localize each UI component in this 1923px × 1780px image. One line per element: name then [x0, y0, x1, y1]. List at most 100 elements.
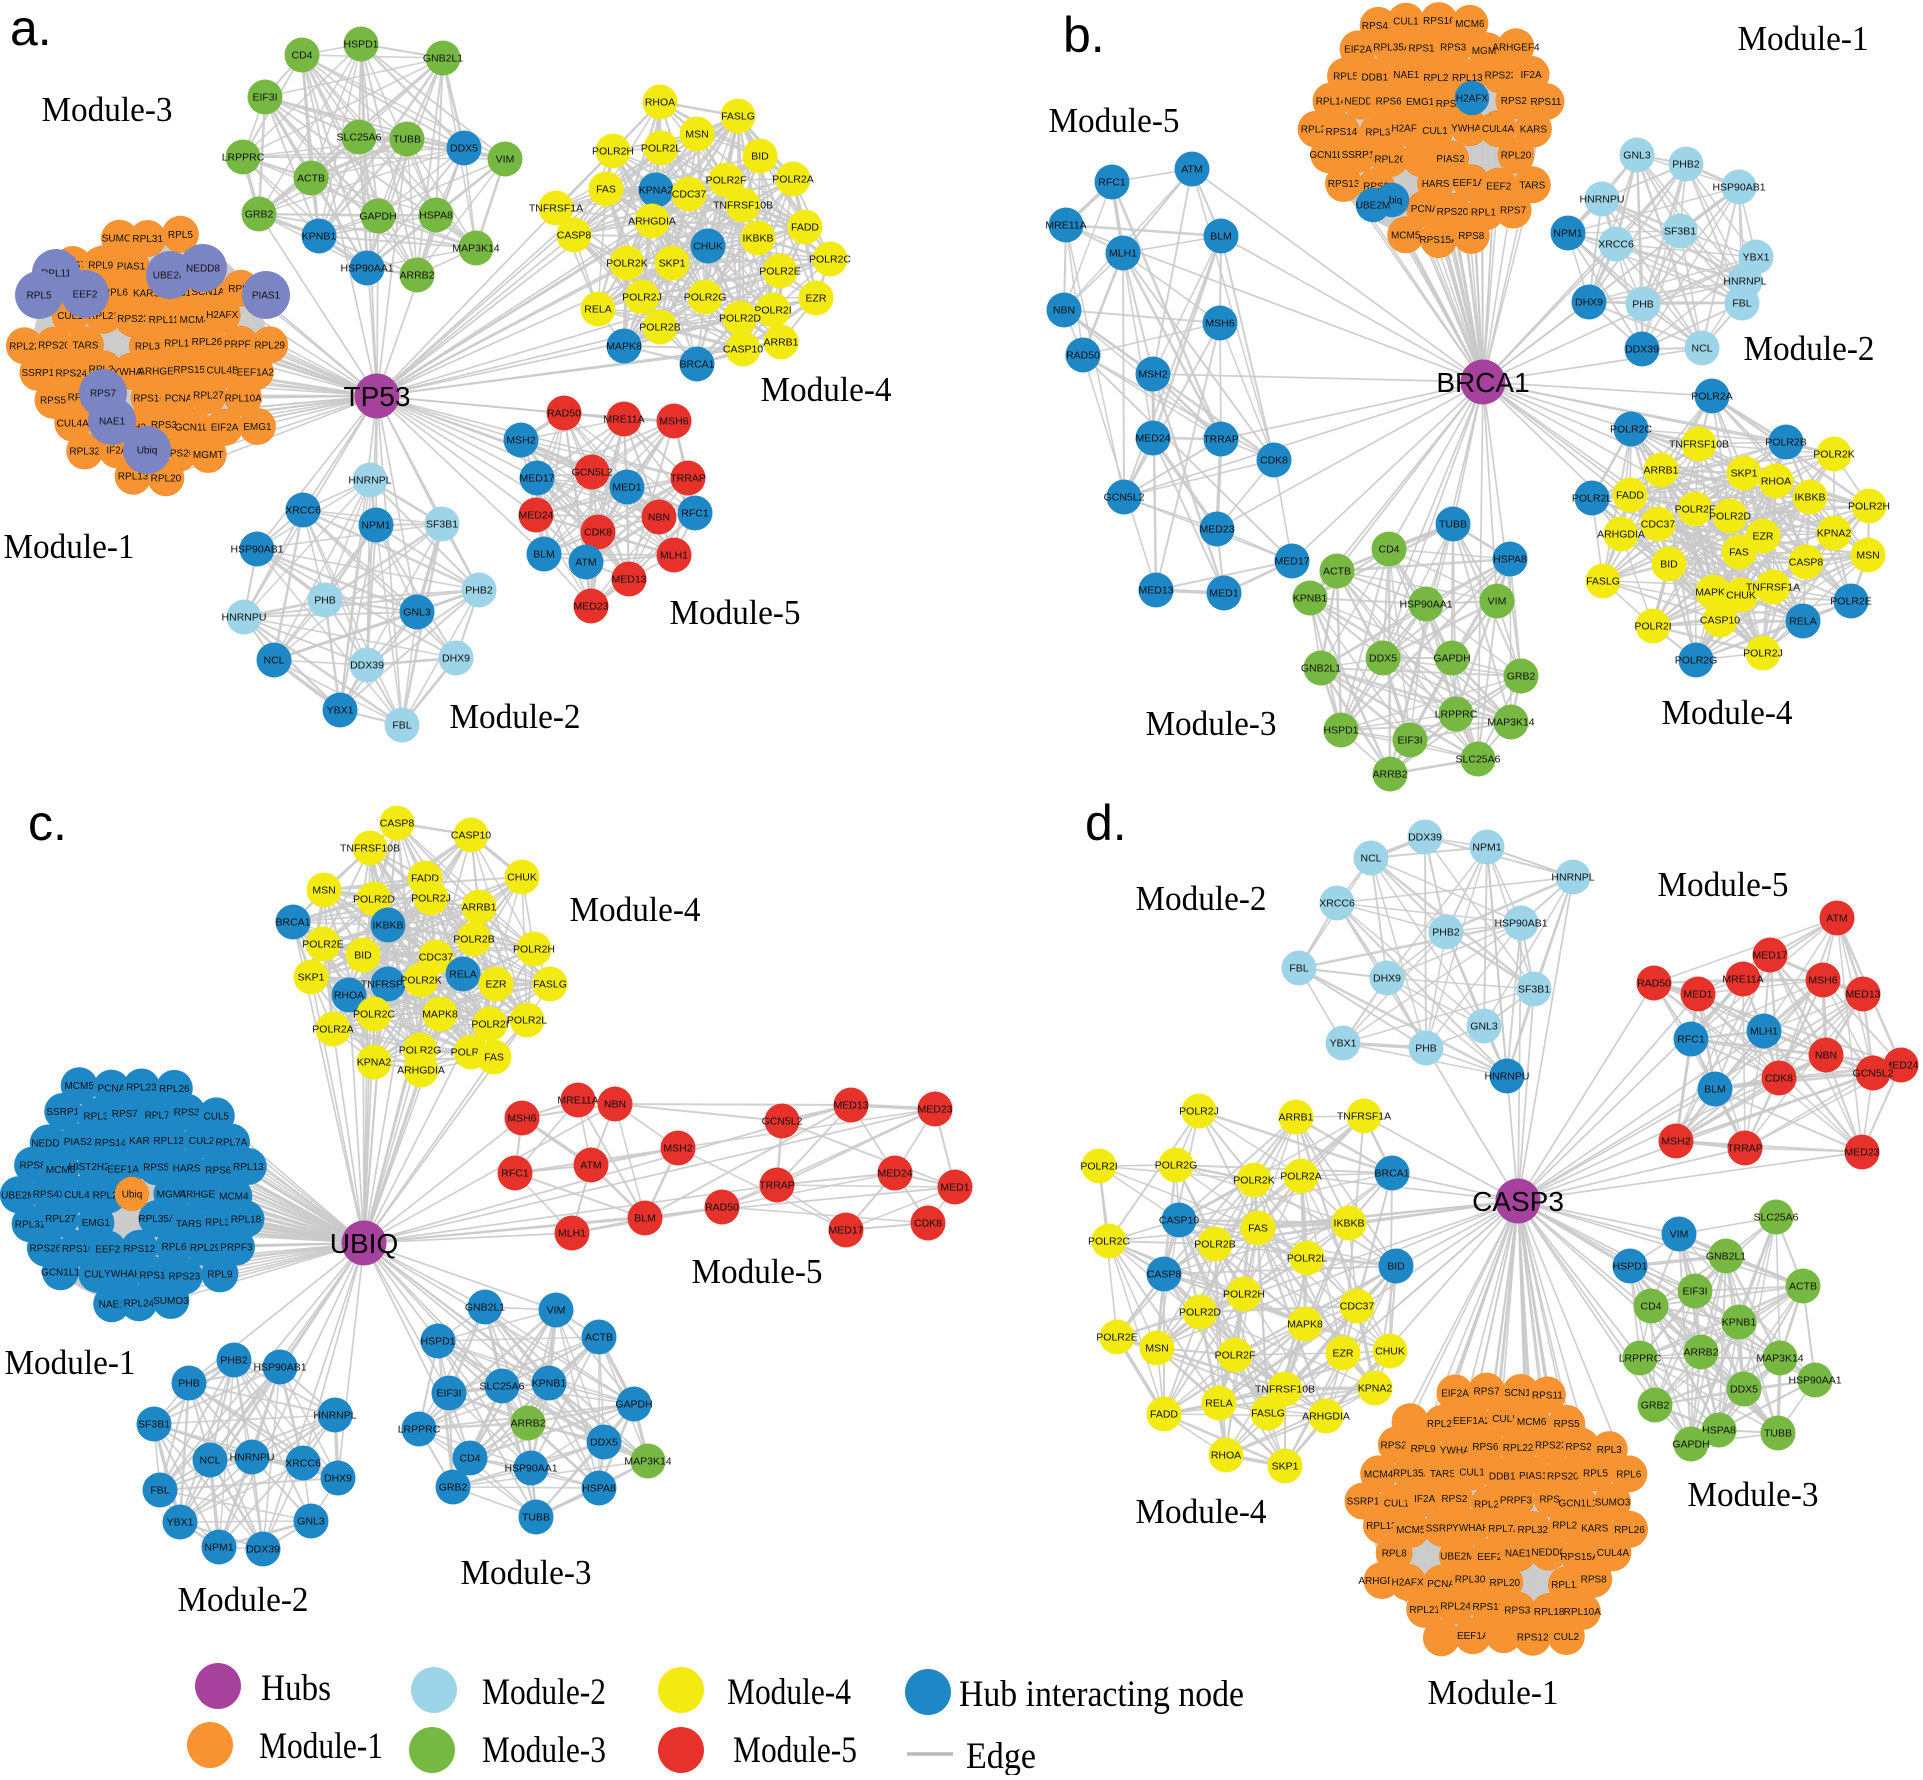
svg-text:Module-5: Module-5	[692, 1252, 823, 1291]
svg-text:POLR2H: POLR2H	[513, 944, 555, 956]
svg-text:DDX5: DDX5	[590, 1437, 618, 1449]
svg-text:PIAS2: PIAS2	[64, 1137, 93, 1148]
svg-text:POLR2D: POLR2D	[1709, 511, 1751, 523]
svg-text:GCN1L1: GCN1L1	[1558, 1498, 1597, 1509]
svg-text:RPS26: RPS26	[1381, 1440, 1413, 1451]
svg-text:Module-1: Module-1	[4, 527, 135, 566]
svg-text:RHOA: RHOA	[1761, 476, 1791, 488]
svg-text:RPS6: RPS6	[1472, 1442, 1499, 1453]
svg-text:MED13: MED13	[1138, 585, 1173, 597]
svg-text:CASP10: CASP10	[451, 830, 491, 842]
svg-text:RPL11: RPL11	[1471, 207, 1501, 218]
svg-text:GNB2L1: GNB2L1	[423, 53, 463, 65]
svg-text:PIAS2: PIAS2	[1436, 154, 1465, 165]
svg-text:GNB2L1: GNB2L1	[1706, 1251, 1746, 1263]
svg-text:VIM: VIM	[1670, 1229, 1689, 1241]
svg-text:CUL1: CUL1	[84, 1270, 110, 1281]
svg-text:PHB: PHB	[178, 1378, 200, 1390]
svg-text:NBN: NBN	[1815, 1050, 1837, 1062]
svg-text:TRRAP: TRRAP	[670, 473, 706, 485]
svg-text:RPL21: RPL21	[1409, 1605, 1440, 1616]
svg-text:RPS5: RPS5	[143, 1162, 170, 1173]
svg-text:ATM: ATM	[1181, 164, 1202, 176]
svg-text:TARS: TARS	[1430, 1469, 1456, 1480]
svg-text:HNRNPU: HNRNPU	[222, 612, 267, 624]
svg-text:SLC25A6: SLC25A6	[337, 132, 382, 144]
svg-text:MLH1: MLH1	[660, 550, 688, 562]
svg-text:EEF2: EEF2	[72, 290, 97, 301]
svg-text:FADD: FADD	[791, 222, 819, 234]
svg-text:MAPK8: MAPK8	[1695, 587, 1731, 599]
svg-text:BRCA1: BRCA1	[679, 359, 714, 371]
svg-text:CUL2: CUL2	[189, 1136, 215, 1147]
svg-text:SUMO3: SUMO3	[1595, 1498, 1631, 1509]
svg-text:RPL13: RPL13	[1452, 73, 1483, 84]
svg-text:CASP8: CASP8	[380, 818, 415, 830]
svg-text:MED13: MED13	[1845, 989, 1880, 1001]
svg-text:POLR2H: POLR2H	[1848, 501, 1890, 513]
svg-text:HSPA8: HSPA8	[1493, 554, 1527, 566]
svg-text:Ubiq: Ubiq	[1382, 196, 1403, 207]
svg-text:FADD: FADD	[1150, 1409, 1178, 1421]
svg-text:UBE2M: UBE2M	[1440, 1552, 1474, 1563]
svg-text:RPS20: RPS20	[38, 341, 70, 352]
svg-text:POLR2C: POLR2C	[1610, 424, 1652, 436]
svg-text:RPS7: RPS7	[90, 389, 117, 400]
svg-text:Module-2: Module-2	[1744, 329, 1875, 368]
svg-text:ACTB: ACTB	[585, 1332, 613, 1344]
svg-text:CASP8: CASP8	[1789, 557, 1824, 569]
svg-text:PHB2: PHB2	[1672, 159, 1700, 171]
svg-text:KPNA2: KPNA2	[1358, 1383, 1393, 1395]
svg-text:RPS12: RPS12	[1408, 44, 1440, 55]
svg-text:RPL35A: RPL35A	[138, 1214, 176, 1225]
svg-text:RPL12: RPL12	[1551, 1580, 1582, 1591]
svg-text:RPL23: RPL23	[1474, 1499, 1505, 1510]
svg-text:POLR2E: POLR2E	[302, 939, 343, 951]
svg-text:DDX39: DDX39	[246, 1544, 280, 1556]
svg-text:MAPK8: MAPK8	[606, 341, 642, 353]
svg-text:POLR2I: POLR2I	[1080, 1161, 1117, 1173]
svg-text:EZR: EZR	[806, 293, 827, 305]
svg-text:RPS4X: RPS4X	[33, 1189, 66, 1200]
svg-text:NCL: NCL	[1691, 343, 1712, 355]
svg-text:ARHGEF4: ARHGEF4	[1358, 1576, 1406, 1587]
svg-text:POLR2G: POLR2G	[1675, 655, 1718, 667]
svg-text:RPS23: RPS23	[1485, 71, 1517, 82]
svg-text:HSP90AA1: HSP90AA1	[340, 263, 393, 275]
svg-text:CUL4A: CUL4A	[1597, 1548, 1630, 1559]
svg-text:FASLG: FASLG	[533, 979, 567, 991]
svg-text:GCN5L2: GCN5L2	[572, 467, 613, 479]
svg-text:RPL18: RPL18	[231, 1215, 262, 1226]
svg-text:RPS7: RPS7	[1474, 1387, 1501, 1398]
svg-text:RPL26: RPL26	[159, 1084, 190, 1095]
svg-text:Module-2: Module-2	[1136, 879, 1267, 918]
svg-text:MED23: MED23	[573, 601, 608, 613]
svg-text:CDC37: CDC37	[1340, 1301, 1375, 1313]
svg-text:VIM: VIM	[496, 154, 515, 166]
svg-text:EEF2: EEF2	[1486, 182, 1511, 193]
svg-text:GNB2L1: GNB2L1	[1301, 663, 1341, 675]
svg-text:CDK8: CDK8	[1765, 1073, 1793, 1085]
svg-text:KPNA2: KPNA2	[639, 185, 674, 197]
svg-text:H2AFX: H2AFX	[1391, 124, 1424, 135]
svg-text:CDK8: CDK8	[1260, 455, 1288, 467]
svg-text:RPL35A: RPL35A	[1393, 1468, 1431, 1479]
svg-text:RFC1: RFC1	[681, 508, 709, 520]
svg-text:RPS16: RPS16	[133, 393, 165, 404]
svg-text:RPS11: RPS11	[1531, 97, 1562, 108]
svg-text:HNRNPL: HNRNPL	[1723, 276, 1766, 288]
svg-text:ARHGDIA: ARHGDIA	[397, 1065, 445, 1077]
svg-text:NPM1: NPM1	[361, 520, 390, 532]
svg-text:RPL23: RPL23	[126, 1083, 157, 1094]
svg-text:TNFRSF1A: TNFRSF1A	[361, 979, 415, 991]
svg-text:MAP3K14: MAP3K14	[1487, 717, 1534, 729]
svg-text:RFC1: RFC1	[1098, 177, 1126, 189]
svg-text:HARS: HARS	[1422, 179, 1450, 190]
svg-text:Ubiq: Ubiq	[122, 1190, 143, 1201]
svg-text:SCN1A: SCN1A	[191, 287, 225, 298]
svg-text:RPL13: RPL13	[233, 1162, 264, 1173]
svg-text:RPS2: RPS2	[1501, 96, 1528, 107]
svg-text:RAD50: RAD50	[1066, 350, 1100, 362]
svg-text:RPL24: RPL24	[1301, 125, 1332, 136]
svg-text:RELA: RELA	[1205, 1398, 1232, 1410]
